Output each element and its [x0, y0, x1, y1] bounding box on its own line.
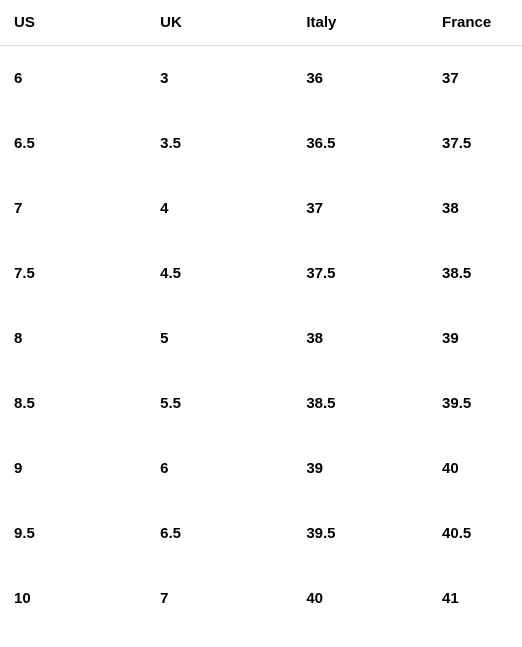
cell-france: 40: [428, 436, 522, 501]
cell-italy: 36.5: [292, 111, 428, 176]
cell-italy: 38.5: [292, 371, 428, 436]
cell-uk: 3.5: [146, 111, 292, 176]
cell-us: 9: [0, 436, 146, 501]
size-conversion-table-container: US UK Italy France 6 3 36 37 6.5 3.5 36.…: [0, 0, 522, 631]
cell-france: 39: [428, 306, 522, 371]
cell-france: 38.5: [428, 241, 522, 306]
cell-italy: 37: [292, 176, 428, 241]
table-row: 8.5 5.5 38.5 39.5: [0, 371, 522, 436]
cell-us: 8.5: [0, 371, 146, 436]
cell-us: 7.5: [0, 241, 146, 306]
cell-france: 37: [428, 46, 522, 112]
cell-italy: 37.5: [292, 241, 428, 306]
cell-uk: 6: [146, 436, 292, 501]
cell-italy: 39: [292, 436, 428, 501]
cell-us: 7: [0, 176, 146, 241]
column-header-uk: UK: [146, 0, 292, 46]
cell-france: 41: [428, 566, 522, 631]
cell-uk: 6.5: [146, 501, 292, 566]
cell-uk: 7: [146, 566, 292, 631]
cell-uk: 5: [146, 306, 292, 371]
cell-italy: 38: [292, 306, 428, 371]
cell-uk: 5.5: [146, 371, 292, 436]
column-header-france: France: [428, 0, 522, 46]
cell-italy: 39.5: [292, 501, 428, 566]
cell-us: 9.5: [0, 501, 146, 566]
cell-us: 6.5: [0, 111, 146, 176]
table-body: 6 3 36 37 6.5 3.5 36.5 37.5 7 4 37 38 7.…: [0, 46, 522, 632]
cell-uk: 4: [146, 176, 292, 241]
cell-france: 40.5: [428, 501, 522, 566]
cell-france: 37.5: [428, 111, 522, 176]
cell-us: 10: [0, 566, 146, 631]
column-header-us: US: [0, 0, 146, 46]
column-header-italy: Italy: [292, 0, 428, 46]
cell-us: 6: [0, 46, 146, 112]
cell-italy: 40: [292, 566, 428, 631]
table-header-row: US UK Italy France: [0, 0, 522, 46]
table-row: 8 5 38 39: [0, 306, 522, 371]
cell-france: 38: [428, 176, 522, 241]
table-row: 6 3 36 37: [0, 46, 522, 112]
cell-us: 8: [0, 306, 146, 371]
table-row: 9.5 6.5 39.5 40.5: [0, 501, 522, 566]
table-row: 10 7 40 41: [0, 566, 522, 631]
cell-uk: 4.5: [146, 241, 292, 306]
table-row: 9 6 39 40: [0, 436, 522, 501]
cell-italy: 36: [292, 46, 428, 112]
cell-uk: 3: [146, 46, 292, 112]
table-row: 7 4 37 38: [0, 176, 522, 241]
table-row: 7.5 4.5 37.5 38.5: [0, 241, 522, 306]
size-conversion-table: US UK Italy France 6 3 36 37 6.5 3.5 36.…: [0, 0, 522, 631]
cell-france: 39.5: [428, 371, 522, 436]
table-row: 6.5 3.5 36.5 37.5: [0, 111, 522, 176]
